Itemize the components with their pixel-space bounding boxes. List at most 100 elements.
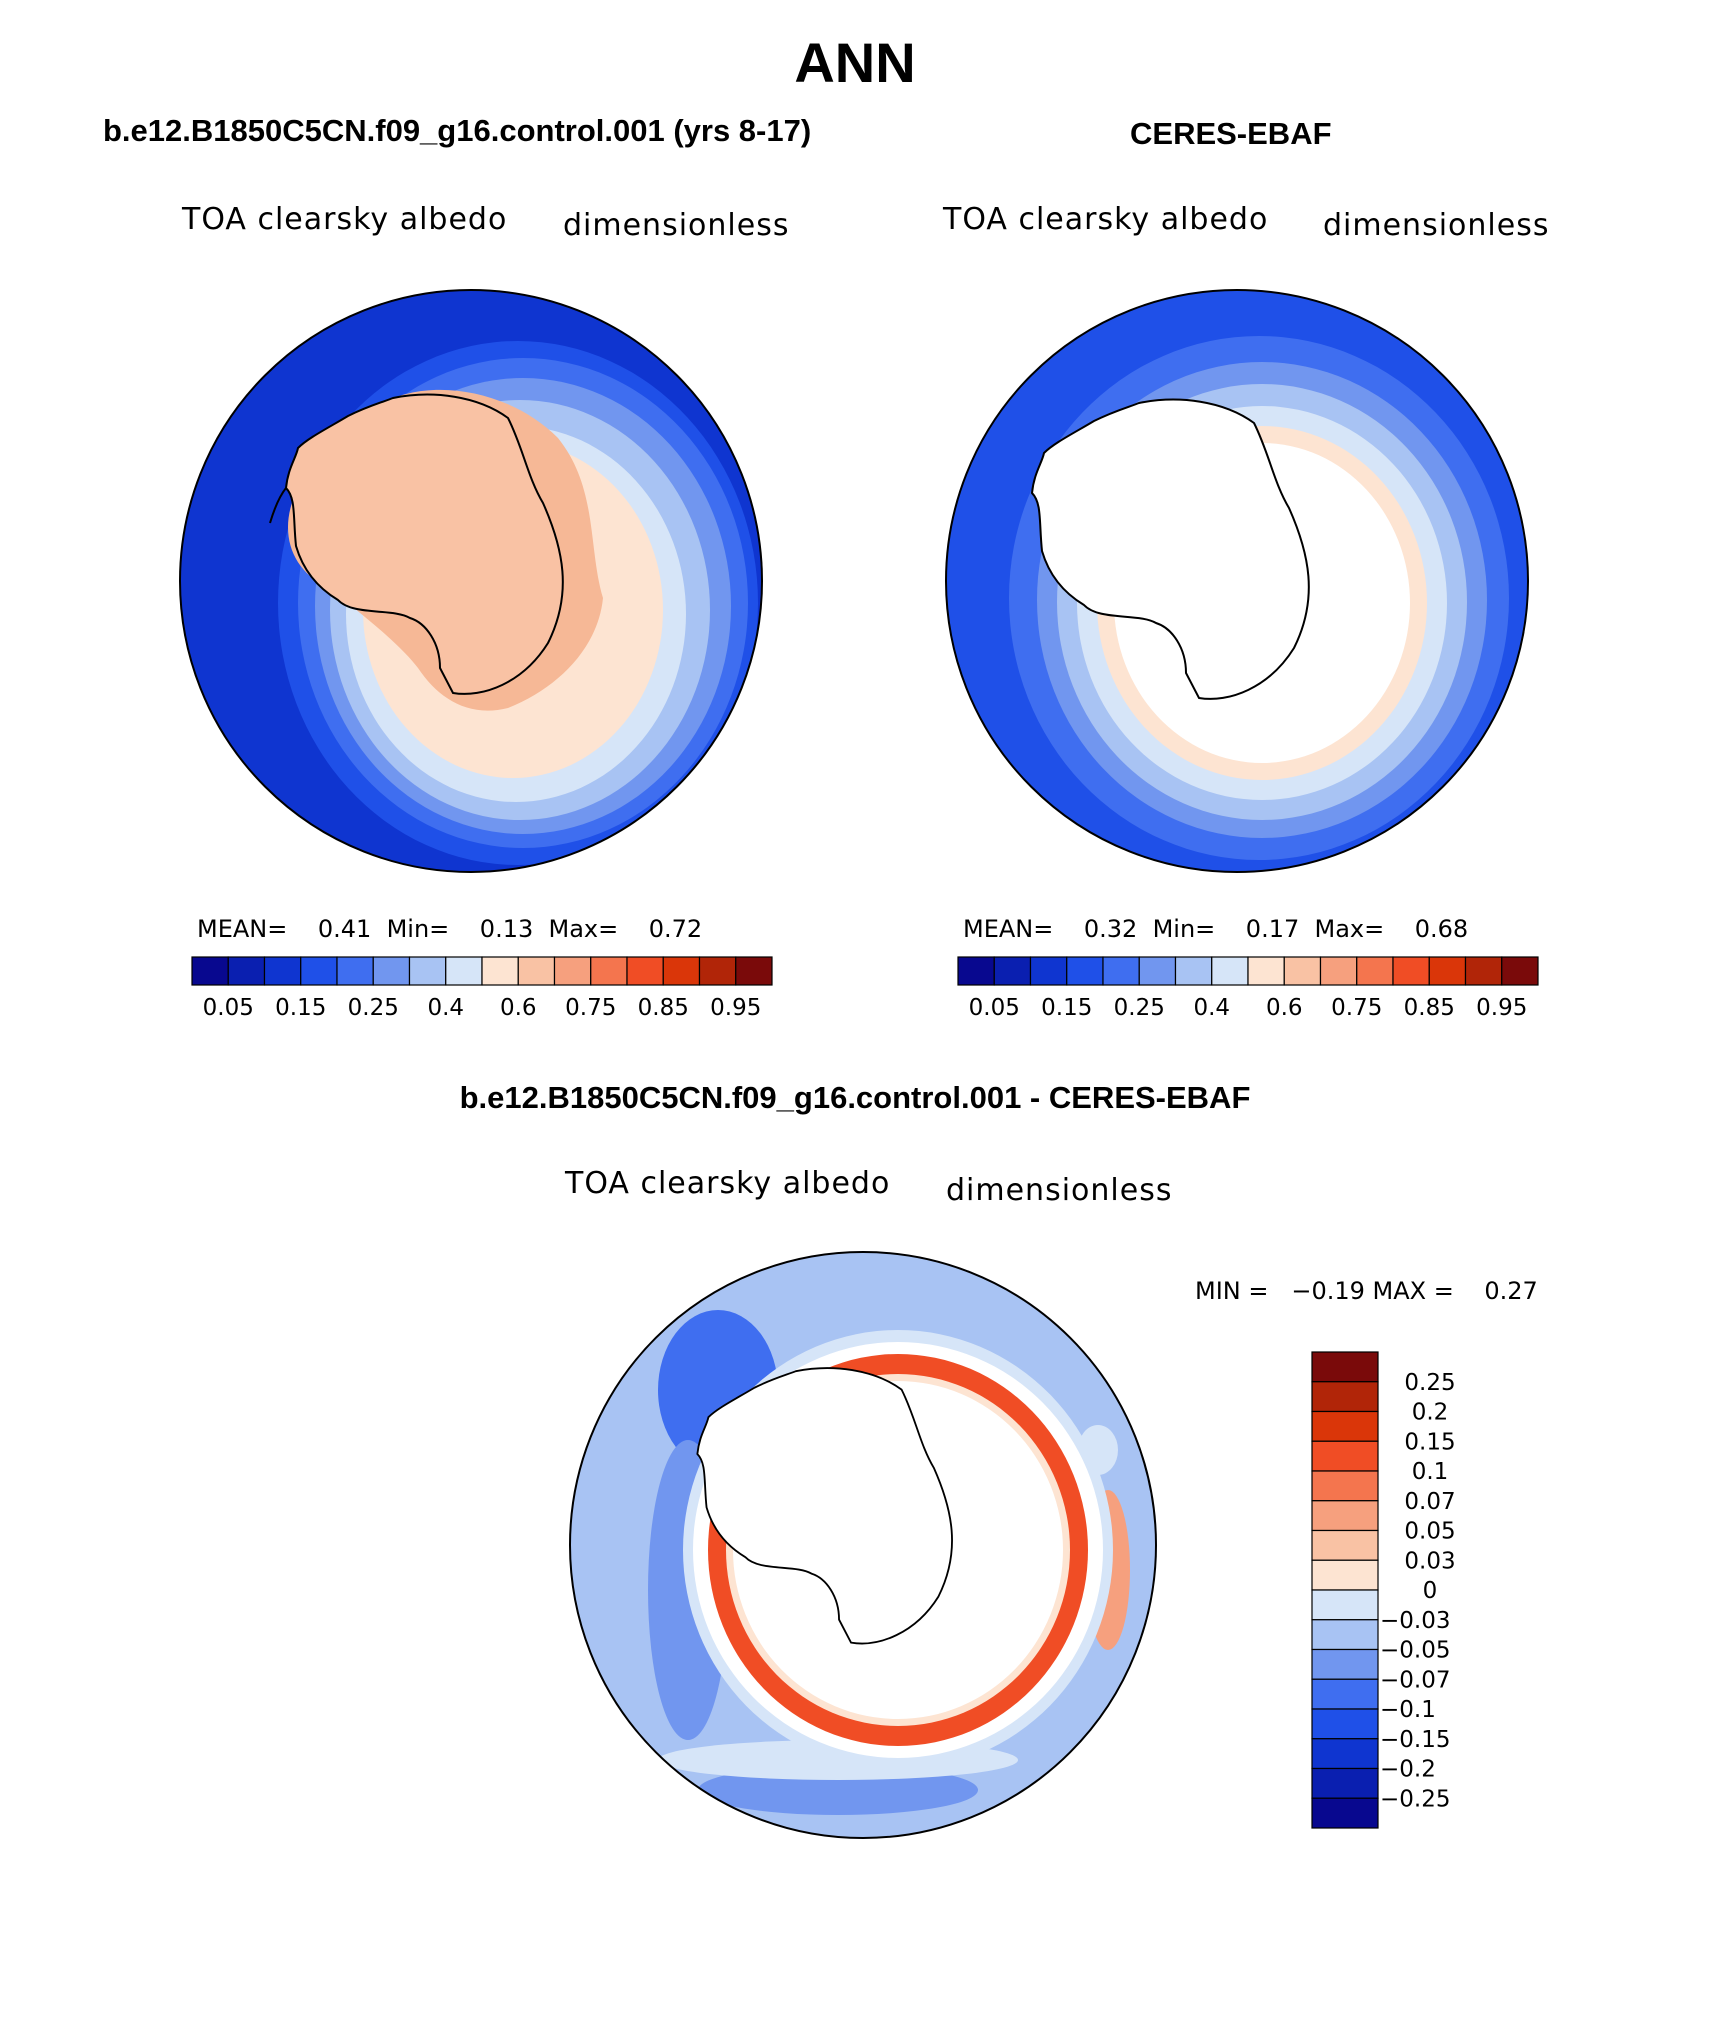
colorbar-swatch <box>1311 1648 1379 1680</box>
colorbar-tick-label: 0.15 <box>1404 1429 1455 1455</box>
colorbar-swatch <box>698 956 737 986</box>
model-colorbar: 0.05 0.15 0.25 0.4 0.6 0.75 0.85 0.95 <box>191 956 773 1021</box>
antarctica-outline <box>284 393 564 695</box>
colorbar-swatch <box>1283 956 1322 986</box>
colorbar-swatch <box>1428 956 1467 986</box>
colorbar-swatch <box>1311 1797 1379 1829</box>
colorbar-tick-label: 0.07 <box>1404 1489 1455 1515</box>
diff-panel-title: b.e12.B1850C5CN.f09_g16.control.001 - CE… <box>459 1080 1251 1115</box>
colorbar-swatch <box>1247 956 1285 986</box>
main-title: ANN <box>794 31 916 94</box>
model-stats: MEAN= 0.41 Min= 0.13 Max= 0.72 <box>197 915 703 943</box>
colorbar-swatch <box>626 956 664 986</box>
colorbar-swatch <box>1356 956 1394 986</box>
colorbar-swatch <box>1319 956 1358 986</box>
colorbar-tick-label: 0.6 <box>1266 995 1303 1021</box>
colorbar-swatch <box>1311 1559 1379 1591</box>
colorbar-swatch <box>408 956 447 986</box>
antarctica-outline <box>1030 398 1310 700</box>
diff-polar-map <box>569 1251 1157 1839</box>
obs-variable-label: TOA clearsky albedo <box>943 202 1269 237</box>
colorbar-swatch <box>300 956 338 986</box>
colorbar-swatch <box>1311 1767 1379 1799</box>
colorbar-tick-label: 0.25 <box>1404 1370 1455 1396</box>
colorbar-swatch <box>1311 1619 1379 1651</box>
colorbar-tick-label: 0.05 <box>969 995 1020 1021</box>
colorbar-tick-label: 0.2 <box>1412 1400 1449 1426</box>
colorbar-tick-label: −0.05 <box>1380 1638 1450 1664</box>
model-units-label: dimensionless <box>563 208 790 243</box>
colorbar-tick-label: 0.25 <box>1114 995 1165 1021</box>
diff-units-label: dimensionless <box>946 1173 1173 1208</box>
obs-stats: MEAN= 0.32 Min= 0.17 Max= 0.68 <box>963 915 1469 943</box>
colorbar-tick-label: 0.4 <box>427 995 464 1021</box>
colorbar-swatch <box>336 956 374 986</box>
colorbar-swatch <box>1311 1500 1379 1532</box>
colorbar-tick-label: 0.03 <box>1404 1548 1455 1574</box>
model-polar-map <box>179 289 763 873</box>
colorbar-swatch <box>1311 1440 1379 1472</box>
colorbar-swatch <box>1392 956 1430 986</box>
colorbar-swatch <box>517 956 556 986</box>
colorbar-tick-label: 0.85 <box>1404 995 1455 1021</box>
diff-variable-label: TOA clearsky albedo <box>565 1166 891 1201</box>
diff-minmax: MIN = −0.19 MAX = 0.27 <box>1195 1277 1538 1305</box>
colorbar-tick-label: −0.1 <box>1380 1697 1436 1723</box>
colorbar-tick-label: 0 <box>1423 1578 1438 1604</box>
obs-units-label: dimensionless <box>1323 208 1550 243</box>
colorbar-swatch <box>1174 956 1213 986</box>
model-panel-title: b.e12.B1850C5CN.f09_g16.control.001 (yrs… <box>103 113 812 148</box>
colorbar-tick-label: 0.25 <box>348 995 399 1021</box>
colorbar-tick-label: −0.2 <box>1380 1757 1436 1783</box>
colorbar-swatch <box>1311 1470 1379 1502</box>
colorbar-swatch <box>1311 1708 1379 1740</box>
colorbar-swatch <box>1138 956 1177 986</box>
colorbar-tick-label: 0.75 <box>565 995 616 1021</box>
colorbar-swatch <box>1066 956 1104 986</box>
colorbar-swatch <box>553 956 592 986</box>
colorbar-swatch <box>662 956 701 986</box>
colorbar-tick-label: −0.15 <box>1380 1727 1450 1753</box>
obs-polar-map <box>945 289 1529 873</box>
colorbar-tick-label: 0.85 <box>638 995 689 1021</box>
colorbar-tick-label: 0.05 <box>203 995 254 1021</box>
colorbar-swatch <box>1211 956 1249 986</box>
obs-colorbar: 0.05 0.15 0.25 0.4 0.6 0.75 0.85 0.95 <box>957 956 1539 1021</box>
colorbar-swatch <box>372 956 411 986</box>
colorbar-swatch <box>735 956 773 986</box>
colorbar-swatch <box>590 956 628 986</box>
antarctica-outline <box>696 1367 953 1645</box>
colorbar-swatch <box>445 956 483 986</box>
colorbar-swatch <box>1311 1678 1379 1710</box>
obs-panel-title: CERES-EBAF <box>1130 116 1332 151</box>
colorbar-swatch <box>1464 956 1503 986</box>
colorbar-swatch <box>1311 1589 1379 1621</box>
colorbar-tick-label: 0.15 <box>275 995 326 1021</box>
colorbar-swatch <box>993 956 1032 986</box>
colorbar-swatch <box>1311 1738 1379 1770</box>
colorbar-tick-label: 0.4 <box>1193 995 1230 1021</box>
colorbar-tick-label: 0.15 <box>1041 995 1092 1021</box>
colorbar-swatch <box>227 956 266 986</box>
colorbar-swatch <box>1311 1529 1379 1561</box>
colorbar-tick-label: −0.03 <box>1380 1608 1450 1634</box>
colorbar-swatch <box>1311 1410 1379 1442</box>
colorbar-tick-label: 0.1 <box>1412 1459 1449 1485</box>
colorbar-tick-label: 0.6 <box>500 995 537 1021</box>
colorbar-swatch <box>1311 1381 1379 1413</box>
colorbar-swatch <box>957 956 995 986</box>
model-variable-label: TOA clearsky albedo <box>182 202 508 237</box>
colorbar-swatch <box>1501 956 1539 986</box>
colorbar-swatch <box>481 956 519 986</box>
colorbar-tick-label: 0.75 <box>1331 995 1382 1021</box>
colorbar-tick-label: 0.95 <box>710 995 761 1021</box>
colorbar-tick-label: 0.05 <box>1404 1519 1455 1545</box>
colorbar-tick-label: −0.07 <box>1380 1667 1450 1693</box>
colorbar-swatch <box>1102 956 1140 986</box>
colorbar-swatch <box>191 956 229 986</box>
colorbar-tick-label: −0.25 <box>1380 1786 1450 1812</box>
colorbar-swatch <box>1311 1351 1379 1383</box>
colorbar-swatch <box>263 956 302 986</box>
diff-colorbar: 0.25 0.2 0.15 0.1 0.07 0.05 0.03 0 −0.03 −0.05 −0.… <box>1311 1351 1456 1829</box>
colorbar-tick-label: 0.95 <box>1476 995 1527 1021</box>
